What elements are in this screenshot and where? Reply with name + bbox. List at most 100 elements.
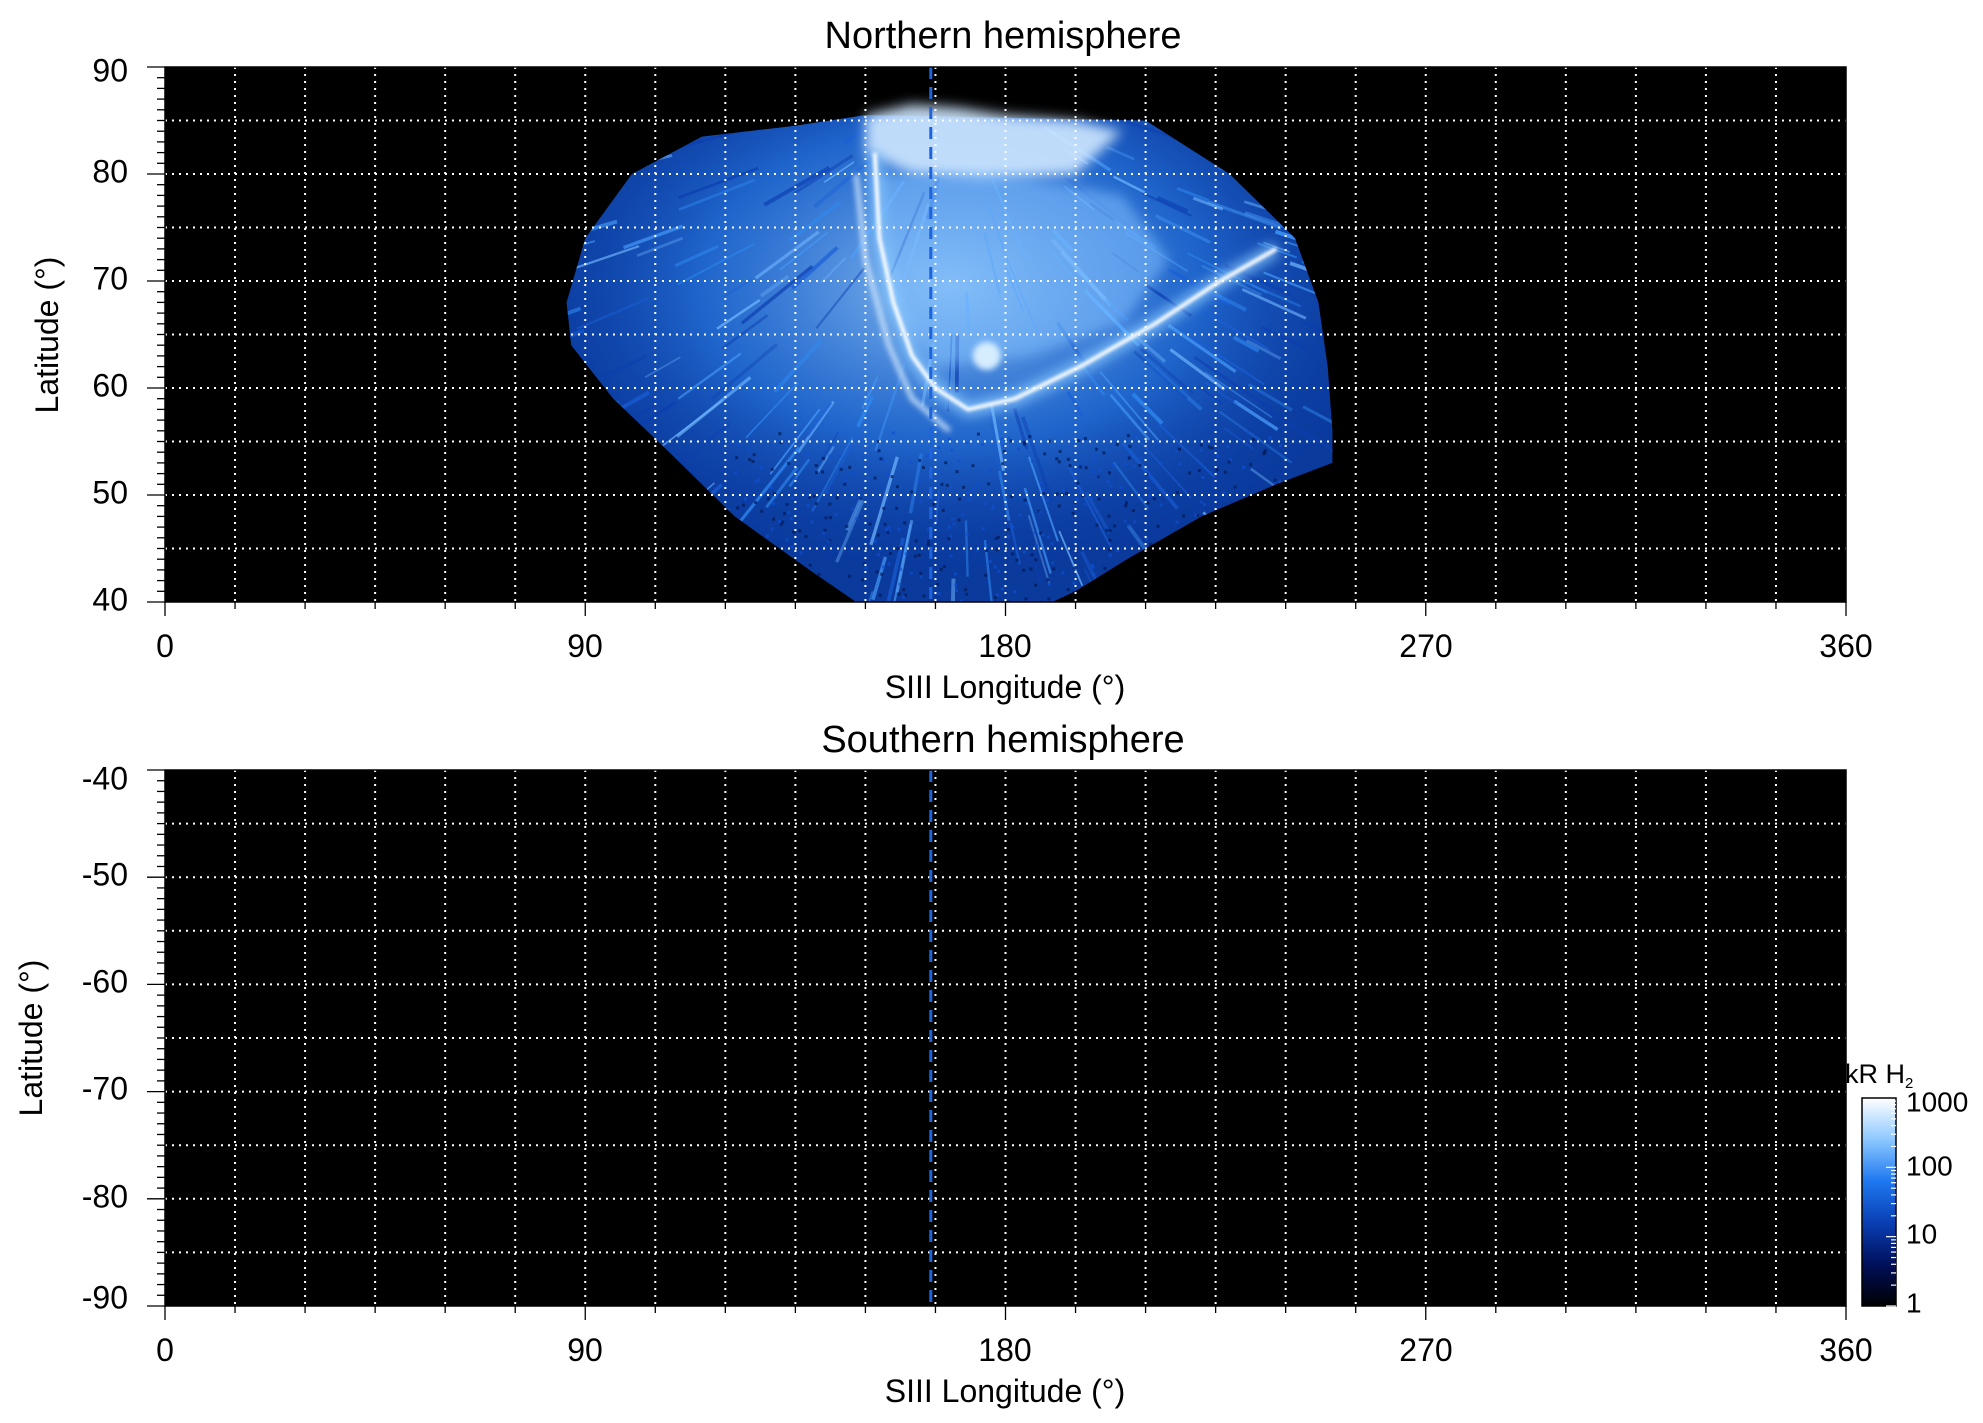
emission-speckle	[1071, 511, 1075, 515]
emission-speckle	[790, 545, 794, 549]
emission-speckle	[1138, 463, 1142, 467]
auroral-interior-glow	[874, 174, 1169, 367]
emission-speckle	[937, 445, 941, 449]
emission-speckle	[1034, 583, 1038, 587]
emission-streak	[662, 399, 723, 447]
emission-speckle	[838, 454, 842, 458]
emission-speckle	[948, 485, 952, 489]
emission-speckle	[1146, 501, 1150, 505]
emission-speckle	[821, 470, 825, 474]
northern-x-tick-label: 180	[978, 628, 1031, 664]
emission-speckle	[805, 452, 809, 456]
emission-speckle	[1108, 553, 1112, 557]
emission-speckle	[1226, 444, 1230, 448]
emission-speckle	[1093, 460, 1097, 464]
emission-streak	[1189, 222, 1219, 237]
emission-streak	[788, 201, 841, 242]
emission-speckle	[1151, 479, 1155, 483]
emission-speckle	[903, 521, 907, 525]
emission-speckle	[897, 528, 901, 532]
emission-speckle	[1047, 597, 1051, 601]
emission-streak	[1167, 323, 1237, 373]
emission-streak	[716, 298, 761, 330]
emission-speckle	[996, 535, 1000, 539]
emission-streak	[1264, 408, 1333, 453]
emission-speckle	[1159, 461, 1163, 465]
emission-speckle	[1102, 451, 1106, 455]
emission-speckle	[897, 592, 901, 596]
emission-speckle	[988, 469, 992, 473]
emission-speckle	[1011, 552, 1015, 556]
emission-speckle	[1004, 506, 1008, 510]
emission-speckle	[1108, 529, 1112, 533]
emission-speckle	[747, 447, 751, 451]
emission-speckle	[1105, 528, 1109, 532]
emission-speckle	[1072, 581, 1076, 585]
emission-streak	[1193, 356, 1272, 411]
emission-speckle	[748, 458, 752, 462]
emission-speckle	[792, 477, 796, 481]
colorbar-label-subscript: 2	[1905, 1075, 1913, 1092]
northern-x-tick-label: 0	[156, 628, 174, 664]
emission-speckle	[1188, 471, 1192, 475]
emission-speckle	[839, 467, 843, 471]
southern-y-tick-label: -50	[82, 856, 128, 892]
emission-speckle	[736, 506, 740, 510]
emission-speckle	[807, 495, 811, 499]
emission-speckle	[1203, 503, 1207, 507]
emission-speckle	[823, 528, 827, 532]
emission-streak	[1155, 214, 1211, 244]
emission-speckle	[988, 560, 992, 564]
emission-speckle	[1103, 566, 1107, 570]
emission-speckle	[987, 482, 991, 486]
emission-speckle	[1133, 433, 1137, 437]
colorbar-label: kR H2	[1845, 1059, 1913, 1092]
emission-streak	[763, 165, 831, 207]
emission-speckle	[1061, 571, 1065, 575]
northern-x-axis-label: SIII Longitude (°)	[885, 669, 1125, 705]
emission-speckle	[852, 494, 856, 498]
emission-speckle	[1178, 447, 1182, 451]
emission-speckle	[859, 497, 863, 501]
emission-speckle	[861, 578, 865, 582]
emission-speckle	[886, 473, 890, 477]
emission-speckle	[926, 543, 930, 547]
emission-speckle	[887, 526, 891, 530]
emission-streak	[674, 244, 719, 268]
emission-speckle	[1123, 463, 1127, 467]
emission-speckle	[1066, 457, 1070, 461]
emission-speckle	[1018, 513, 1022, 517]
emission-speckle	[910, 490, 914, 494]
colorbar-tick-label: 1000	[1906, 1086, 1968, 1117]
emission-speckle	[1081, 437, 1085, 441]
emission-streak	[1058, 530, 1084, 587]
emission-streak	[796, 400, 835, 454]
emission-streak	[1113, 175, 1146, 194]
emission-speckle	[1106, 480, 1110, 484]
emission-speckle	[931, 488, 935, 492]
emission-speckle	[932, 502, 936, 506]
emission-speckle	[1047, 439, 1051, 443]
emission-streak	[835, 499, 865, 563]
emission-speckle	[1023, 498, 1027, 502]
emission-speckle	[785, 503, 789, 507]
emission-speckle	[952, 522, 956, 526]
emission-streak	[1201, 309, 1270, 351]
emission-speckle	[1222, 491, 1226, 495]
emission-speckle	[848, 574, 852, 578]
emission-streak	[1207, 200, 1282, 230]
emission-speckle	[754, 480, 758, 484]
emission-speckle	[1182, 514, 1186, 518]
emission-speckle	[1002, 444, 1006, 448]
emission-speckle	[940, 482, 944, 486]
emission-speckle	[1050, 541, 1054, 545]
southern-title: Southern hemisphere	[821, 719, 1184, 761]
emission-speckle	[1152, 497, 1156, 501]
colorbar-ticks: 1 10 100 1000	[1886, 1086, 1968, 1318]
emission-speckle	[886, 530, 890, 534]
emission-speckle	[917, 553, 921, 557]
emission-speckle	[1057, 460, 1061, 464]
emission-streak	[1176, 186, 1210, 202]
emission-speckle	[789, 517, 793, 521]
emission-speckle	[1068, 464, 1072, 468]
